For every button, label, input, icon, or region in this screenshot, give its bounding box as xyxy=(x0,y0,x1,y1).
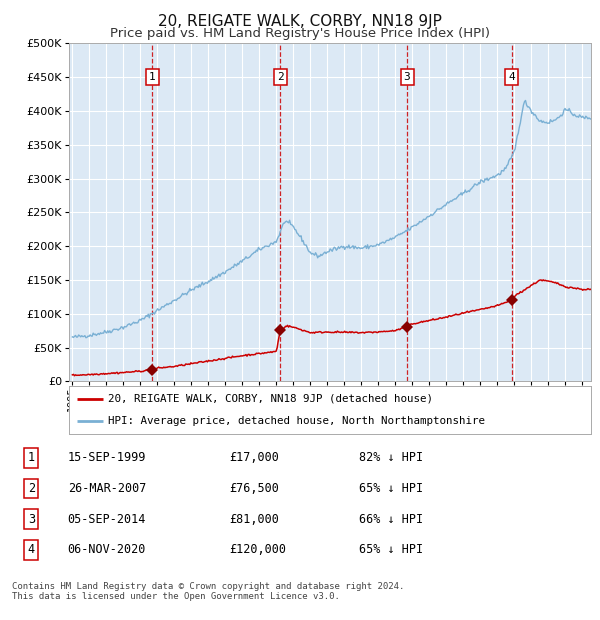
Text: £120,000: £120,000 xyxy=(229,544,286,556)
Text: 3: 3 xyxy=(404,72,410,82)
Text: 20, REIGATE WALK, CORBY, NN18 9JP (detached house): 20, REIGATE WALK, CORBY, NN18 9JP (detac… xyxy=(108,394,433,404)
Text: £76,500: £76,500 xyxy=(229,482,280,495)
Text: 65% ↓ HPI: 65% ↓ HPI xyxy=(359,544,423,556)
Text: 26-MAR-2007: 26-MAR-2007 xyxy=(68,482,146,495)
Text: 82% ↓ HPI: 82% ↓ HPI xyxy=(359,451,423,464)
Text: 66% ↓ HPI: 66% ↓ HPI xyxy=(359,513,423,526)
Text: £17,000: £17,000 xyxy=(229,451,280,464)
Text: 65% ↓ HPI: 65% ↓ HPI xyxy=(359,482,423,495)
Text: 4: 4 xyxy=(508,72,515,82)
Text: £81,000: £81,000 xyxy=(229,513,280,526)
Text: 2: 2 xyxy=(28,482,35,495)
Text: 2: 2 xyxy=(277,72,284,82)
Text: HPI: Average price, detached house, North Northamptonshire: HPI: Average price, detached house, Nort… xyxy=(108,416,485,426)
Text: 3: 3 xyxy=(28,513,35,526)
Text: 4: 4 xyxy=(28,544,35,556)
Text: 1: 1 xyxy=(149,72,156,82)
Text: 20, REIGATE WALK, CORBY, NN18 9JP: 20, REIGATE WALK, CORBY, NN18 9JP xyxy=(158,14,442,29)
Text: 1: 1 xyxy=(28,451,35,464)
Text: Contains HM Land Registry data © Crown copyright and database right 2024.
This d: Contains HM Land Registry data © Crown c… xyxy=(12,582,404,601)
Text: Price paid vs. HM Land Registry's House Price Index (HPI): Price paid vs. HM Land Registry's House … xyxy=(110,27,490,40)
Text: 05-SEP-2014: 05-SEP-2014 xyxy=(68,513,146,526)
Text: 15-SEP-1999: 15-SEP-1999 xyxy=(68,451,146,464)
Text: 06-NOV-2020: 06-NOV-2020 xyxy=(68,544,146,556)
